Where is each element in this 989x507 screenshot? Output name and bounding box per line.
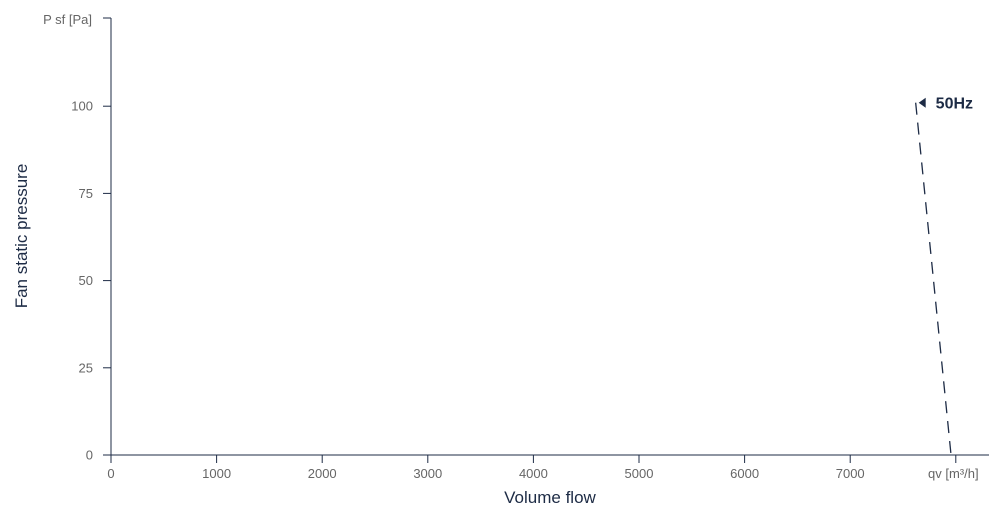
series-label-marker	[918, 97, 926, 108]
x-axis: 0 1000 2000 3000 4000 5000 6000 7000 qv [m³/h] …	[107, 454, 989, 507]
y-tick-label: 100	[71, 99, 93, 114]
x-tick-label: 1000	[202, 466, 231, 481]
x-tick-label: 3000	[413, 466, 442, 481]
y-tick-label: 0	[86, 448, 93, 463]
y-tick-label: 25	[79, 360, 93, 375]
x-tick-label: 6000	[730, 466, 759, 481]
x-tick-label: 4000	[519, 466, 548, 481]
series-line	[915, 102, 952, 456]
y-axis: 0 25 50 75 100 P sf [Pa] Fan static pressure	[12, 12, 112, 463]
y-tick-label: 75	[79, 186, 93, 201]
x-axis-title: Volume flow	[504, 488, 596, 507]
x-tick-label: 2000	[308, 466, 337, 481]
series-layer: 50Hz	[915, 96, 973, 456]
x-ticks: 0 1000 2000 3000 4000 5000 6000 7000	[107, 455, 957, 481]
y-axis-title: Fan static pressure	[12, 164, 31, 309]
x-tick-label: 0	[107, 466, 114, 481]
x-tick-label: 7000	[836, 466, 865, 481]
y-ticks: 0 25 50 75 100	[71, 17, 111, 463]
y-unit-label: P sf [Pa]	[43, 12, 92, 27]
y-tick-label: 50	[79, 273, 93, 288]
x-unit-label: qv [m³/h]	[928, 466, 979, 481]
x-tick-label: 5000	[625, 466, 654, 481]
series-label: 50Hz	[936, 96, 973, 113]
